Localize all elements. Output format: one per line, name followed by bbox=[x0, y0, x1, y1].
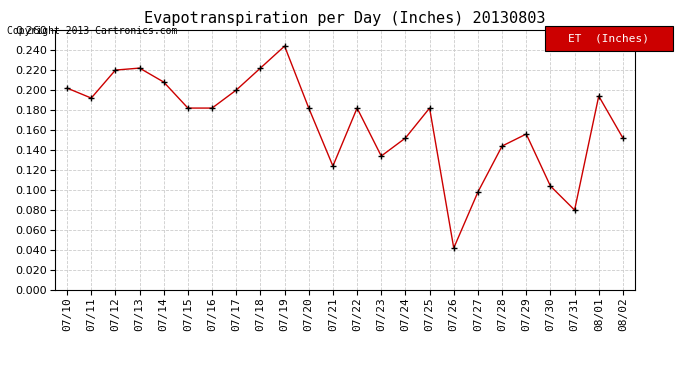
Text: ET  (Inches): ET (Inches) bbox=[569, 33, 649, 44]
Text: Copyright 2013 Cartronics.com: Copyright 2013 Cartronics.com bbox=[7, 26, 177, 36]
Text: Evapotranspiration per Day (Inches) 20130803: Evapotranspiration per Day (Inches) 2013… bbox=[144, 11, 546, 26]
